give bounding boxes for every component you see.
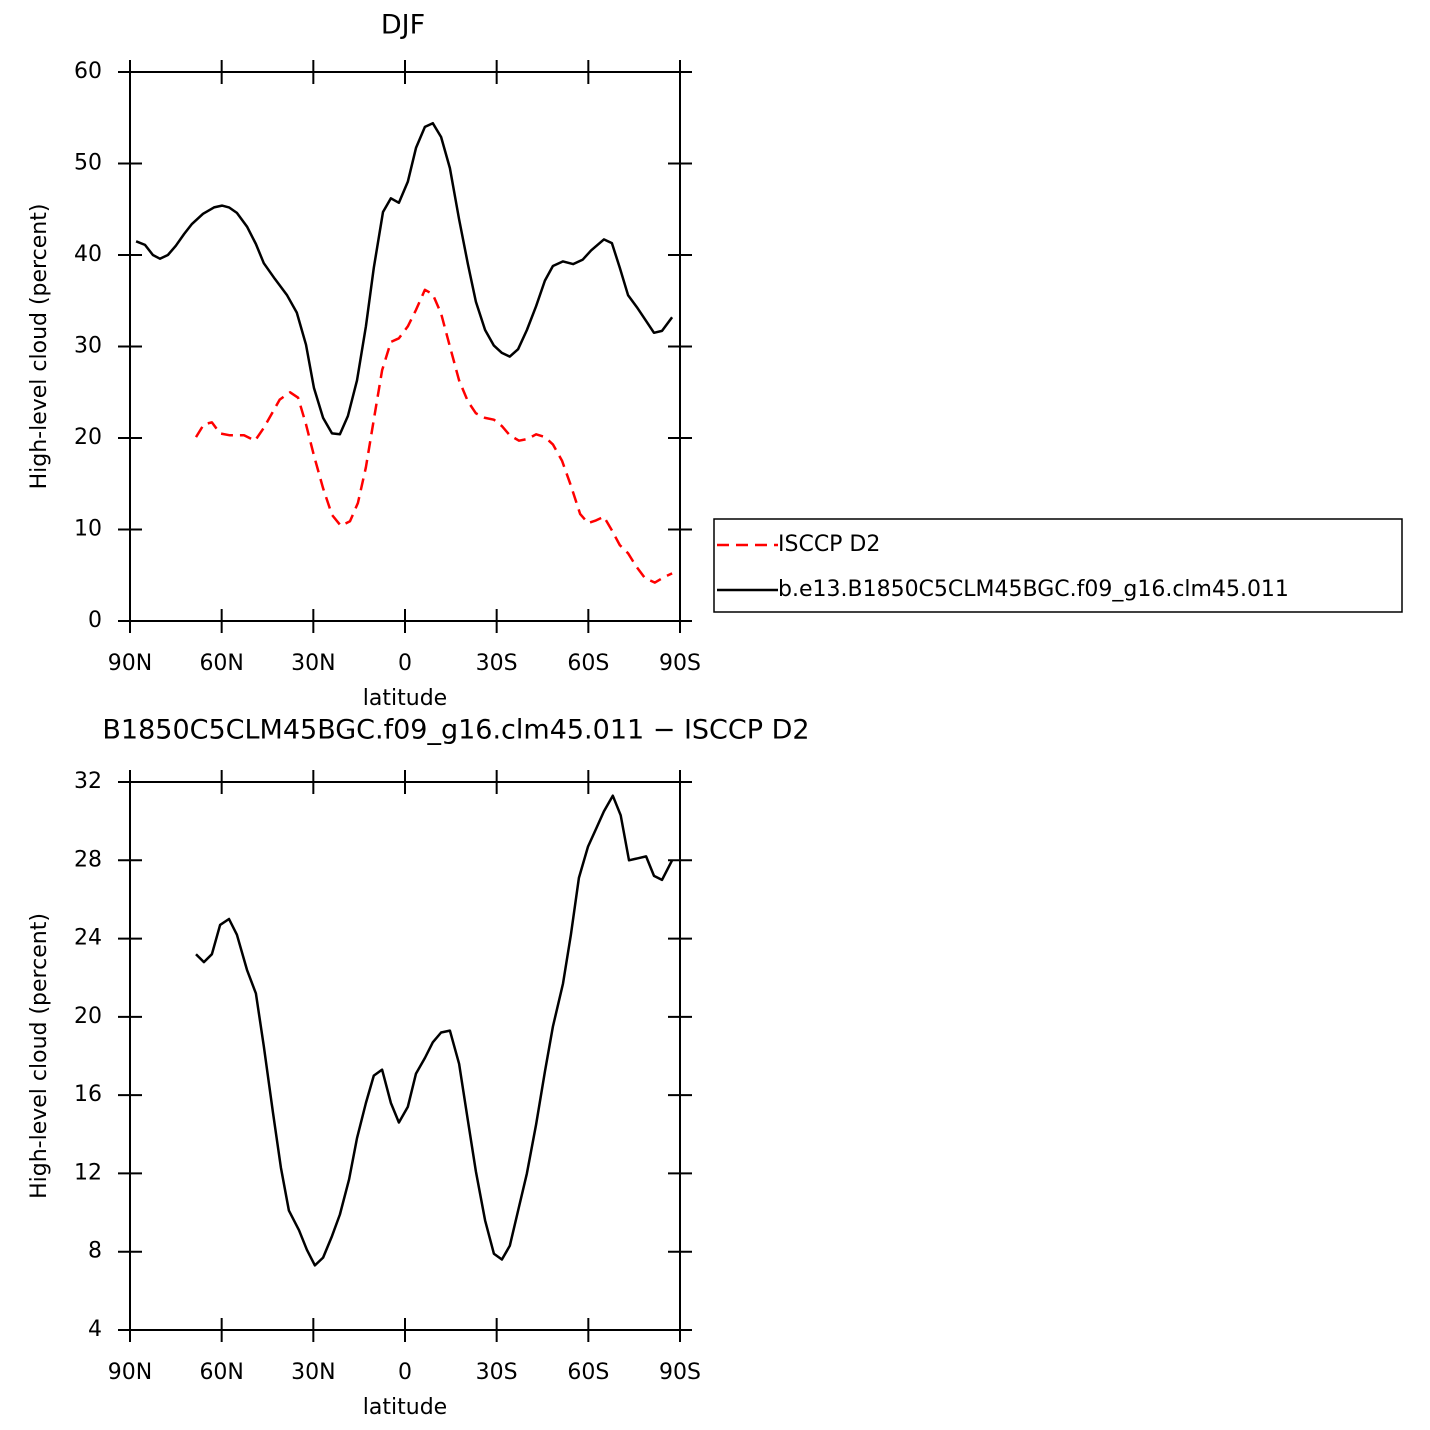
x-tick-label: 30N (291, 651, 335, 676)
x-tick-label: 90S (659, 651, 701, 676)
y-tick-label: 40 (74, 242, 102, 267)
y-tick-label: 12 (74, 1160, 102, 1185)
y-axis-label: High-level cloud (percent) (27, 204, 52, 490)
plot-frame (129, 781, 681, 1331)
data-line (194, 288, 673, 584)
y-tick-label: 20 (74, 425, 102, 450)
data-line (195, 794, 674, 1267)
legend-box (713, 518, 1403, 613)
x-tick-label: 0 (398, 651, 412, 676)
x-tick-label: 60N (199, 1360, 243, 1385)
y-tick-label: 10 (74, 517, 102, 542)
data-line (135, 121, 674, 436)
x-tick-label: 60S (567, 1360, 609, 1385)
y-tick-label: 20 (74, 1004, 102, 1029)
legend-label: ISCCP D2 (778, 532, 880, 557)
y-tick-label: 0 (88, 608, 102, 633)
chart-title: B1850C5CLM45BGC.f09_g16.clm45.011 − ISCC… (102, 715, 809, 746)
y-tick-label: 30 (74, 334, 102, 359)
x-tick-label: 90N (108, 1360, 152, 1385)
y-tick-label: 32 (74, 769, 102, 794)
x-tick-label: 30N (291, 1360, 335, 1385)
x-tick-label: 60S (567, 651, 609, 676)
chart-title: DJF (381, 10, 425, 41)
x-tick-label: 30S (476, 1360, 518, 1385)
y-tick-label: 60 (74, 59, 102, 84)
x-axis-label: latitude (363, 686, 447, 711)
legend-label: b.e13.B1850C5CLM45BGC.f09_g16.clm45.011 (778, 577, 1289, 602)
x-tick-label: 0 (398, 1360, 412, 1385)
x-axis-label: latitude (363, 1395, 447, 1420)
plot-frame (129, 71, 681, 622)
y-tick-label: 50 (74, 151, 102, 176)
y-tick-label: 8 (88, 1239, 102, 1264)
x-tick-label: 90S (659, 1360, 701, 1385)
y-tick-label: 24 (74, 926, 102, 951)
y-tick-label: 28 (74, 847, 102, 872)
x-tick-label: 30S (476, 651, 518, 676)
x-tick-label: 60N (199, 651, 243, 676)
y-tick-label: 16 (74, 1082, 102, 1107)
x-tick-label: 90N (108, 651, 152, 676)
y-axis-label: High-level cloud (percent) (27, 913, 52, 1199)
y-tick-label: 4 (88, 1317, 102, 1342)
